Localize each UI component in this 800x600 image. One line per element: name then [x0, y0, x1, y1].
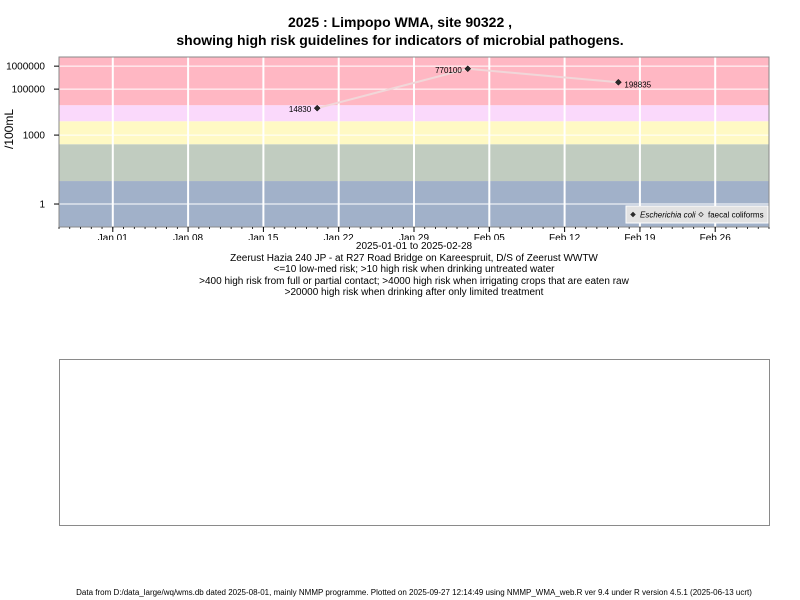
y-tick-label: 1000 [23, 131, 46, 142]
data-point [615, 78, 622, 86]
data-label: 198835 [624, 80, 651, 89]
legend-marker [630, 211, 636, 218]
data-series: 14830 770100 198835 [289, 65, 652, 114]
y-axis-label: /100mL [2, 109, 16, 149]
legend-label: faecal coliforms [708, 210, 764, 219]
legend-box [625, 205, 769, 224]
data-label: 14830 [289, 105, 312, 114]
chart-subtitle: showing high risk guidelines for indicat… [176, 32, 624, 48]
y-tick-label: 1000000 [6, 62, 45, 73]
guideline-note-3: >20000 high risk when drinking after onl… [284, 287, 544, 298]
x-tick-label: Jan 29 [399, 233, 429, 240]
footer-note: Data from D:/data_large/wq/wms.db dated … [76, 588, 752, 597]
guideline-note-1: <=10 low-med risk; >10 high risk when dr… [273, 264, 555, 275]
x-tick-label: Feb 19 [624, 233, 656, 240]
x-tick-label: Jan 08 [173, 233, 203, 240]
data-label: 770100 [435, 66, 462, 75]
guideline-note-2: >400 high risk from full or partial cont… [199, 276, 629, 287]
data-point [313, 104, 321, 112]
x-axis: Jan 01 Jan 08 Jan 15 Jan 22 Jan 29 Feb 05 Feb … [58, 227, 770, 240]
y-axis: 1000000 100000 1000 1 [6, 62, 59, 211]
chart-title: 2025 : Limpopo WMA, site 90322 , [287, 14, 513, 30]
y-tick-label: 1 [39, 200, 45, 211]
x-tick-label: Jan 15 [248, 233, 278, 240]
x-tick-label: Feb 12 [549, 233, 581, 240]
x-tick-label: Jan 22 [324, 233, 354, 240]
legend-marker [698, 211, 704, 218]
data-point [464, 65, 472, 73]
x-tick-label: Jan 01 [98, 233, 128, 240]
x-tick-label: Feb 26 [700, 233, 732, 240]
grid-lines [59, 57, 769, 227]
legend-label: Escherichia coli [640, 210, 696, 219]
x-tick-label: Feb 05 [474, 233, 506, 240]
y-tick-label: 100000 [12, 85, 46, 96]
legend: Escherichia coli faecal coliforms [625, 205, 769, 224]
site-description: Zeerust Hazia 240 JP - at R27 Road Bridg… [230, 253, 598, 264]
empty-plot-panel [59, 359, 770, 526]
date-range-label: 2025-01-01 to 2025-02-28 [355, 241, 473, 252]
